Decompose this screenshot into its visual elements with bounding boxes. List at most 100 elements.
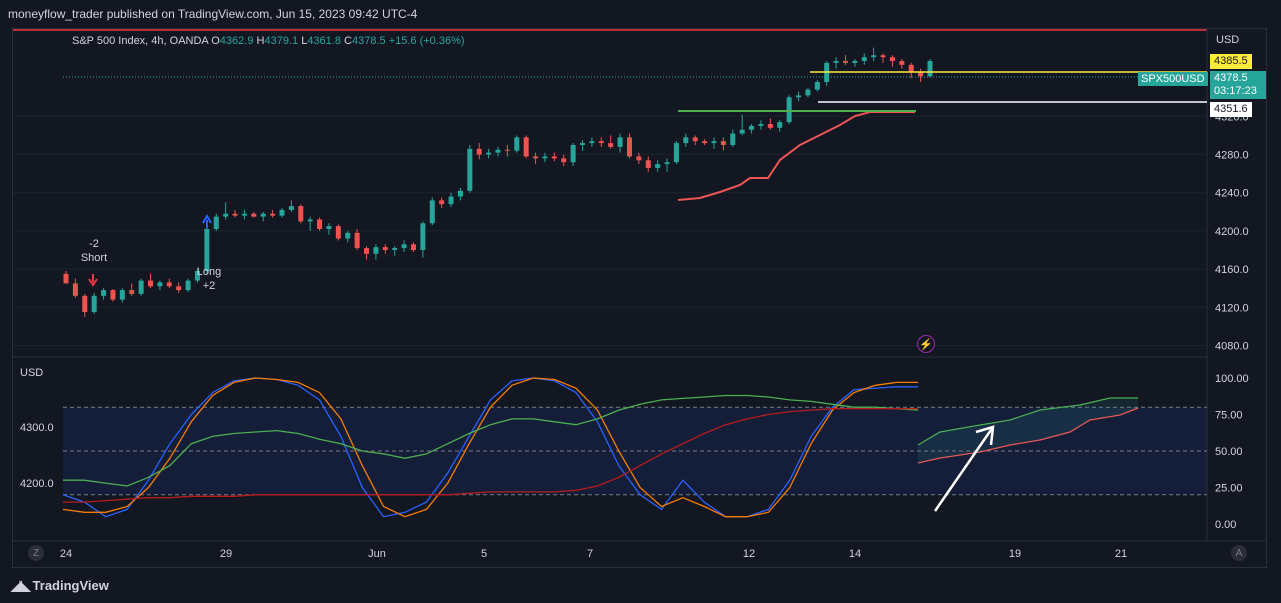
publisher-header: moneyflow_trader published on TradingVie…	[8, 7, 418, 21]
candle	[542, 156, 548, 159]
price-tick: 4200.0	[1215, 226, 1249, 238]
candle	[223, 213, 229, 217]
candle	[148, 280, 154, 287]
short-signal-text: Short	[80, 252, 108, 264]
series-stoch-fast	[62, 377, 918, 518]
candle	[598, 141, 604, 144]
candle	[730, 133, 736, 145]
candle	[298, 206, 304, 222]
price-axis-currency: USD	[1216, 34, 1240, 46]
candle	[749, 125, 755, 130]
candle	[63, 273, 69, 284]
series-rsi-ma	[63, 408, 918, 503]
candle	[833, 61, 839, 63]
left-axis-currency: USD	[20, 367, 44, 379]
time-tick: 19	[1009, 548, 1021, 560]
candle	[720, 141, 726, 145]
chart-frame[interactable]	[12, 28, 1267, 568]
candle	[796, 95, 802, 98]
candle	[364, 248, 370, 254]
candle	[486, 152, 492, 155]
trend-arrow-head	[975, 425, 995, 446]
candle	[551, 156, 557, 159]
candle	[326, 226, 332, 229]
candle	[739, 129, 745, 134]
price-tick: 4080.0	[1215, 340, 1249, 352]
left-axis-tick: 4200.0	[20, 478, 54, 490]
legend-symbol: S&P 500 Index, 4h, OANDA	[72, 35, 209, 47]
candle	[608, 143, 614, 147]
candle	[166, 282, 172, 287]
candle	[307, 219, 313, 222]
candle	[476, 148, 482, 155]
long-signal-text: Long	[196, 266, 222, 278]
candle	[382, 247, 388, 250]
candle	[636, 156, 642, 161]
series-stoch-slow	[62, 377, 918, 518]
time-tick: 5	[481, 548, 487, 560]
candle	[345, 232, 351, 239]
tradingview-brand[interactable]: ◢◣ TradingView	[11, 577, 109, 594]
trend-arrow	[933, 426, 995, 512]
candle	[514, 137, 520, 151]
candle	[129, 290, 135, 294]
candle	[232, 213, 238, 216]
candle	[523, 137, 529, 157]
time-tick: 7	[587, 548, 593, 560]
time-tick: 14	[849, 548, 861, 560]
candle	[138, 280, 144, 294]
candle	[655, 164, 661, 168]
candle	[392, 248, 398, 250]
candle	[814, 82, 820, 90]
projection-cloud	[918, 398, 1138, 463]
candle	[119, 290, 125, 300]
candle	[495, 149, 501, 153]
legend-change: +15.6 (+0.36%)	[388, 35, 465, 47]
short-signal-value: -2	[89, 238, 99, 250]
candle	[786, 97, 792, 123]
candle	[805, 89, 811, 96]
zoom-button[interactable]: Z	[28, 545, 44, 561]
candle	[889, 57, 895, 61]
candle	[570, 145, 576, 163]
candle	[429, 200, 435, 224]
yellow-level-label: 4385.5	[1210, 54, 1252, 69]
candle	[101, 290, 107, 296]
legend-low: 4361.8	[307, 35, 341, 47]
legend-h-label: H	[256, 35, 265, 47]
candle	[185, 280, 191, 291]
candle	[927, 61, 933, 77]
candle	[664, 162, 670, 165]
time-tick: 12	[743, 548, 755, 560]
candle	[467, 148, 473, 191]
long-arrow-icon	[202, 213, 212, 228]
candle	[580, 143, 586, 145]
candle	[335, 226, 341, 239]
candle	[448, 196, 454, 205]
candle	[270, 213, 276, 216]
candle	[354, 232, 360, 249]
auto-scale-button[interactable]: A	[1231, 545, 1247, 561]
price-tick: 4120.0	[1215, 302, 1249, 314]
candle	[617, 137, 623, 147]
symbol-tag: SPX500USD	[1138, 72, 1208, 86]
candle	[880, 55, 886, 58]
candle	[213, 216, 219, 229]
trailing-stop-line	[677, 111, 915, 201]
lightning-icon[interactable]: ⚡	[917, 335, 935, 353]
projection-red	[917, 407, 1139, 464]
symbol-legend[interactable]: S&P 500 Index, 4h, OANDA O4362.9 H4379.1…	[72, 35, 465, 47]
short-arrow-icon	[88, 274, 98, 287]
time-tick: Jun	[368, 548, 386, 560]
legend-o-label: O	[211, 35, 220, 47]
candle	[72, 283, 78, 296]
candle	[439, 200, 445, 205]
candle	[918, 72, 924, 77]
candle	[899, 61, 905, 65]
bar-countdown: 03:17:23	[1214, 85, 1257, 97]
candle	[589, 141, 595, 144]
time-tick: 24	[60, 548, 72, 560]
candle	[758, 124, 764, 126]
long-signal-value: +2	[202, 280, 216, 292]
